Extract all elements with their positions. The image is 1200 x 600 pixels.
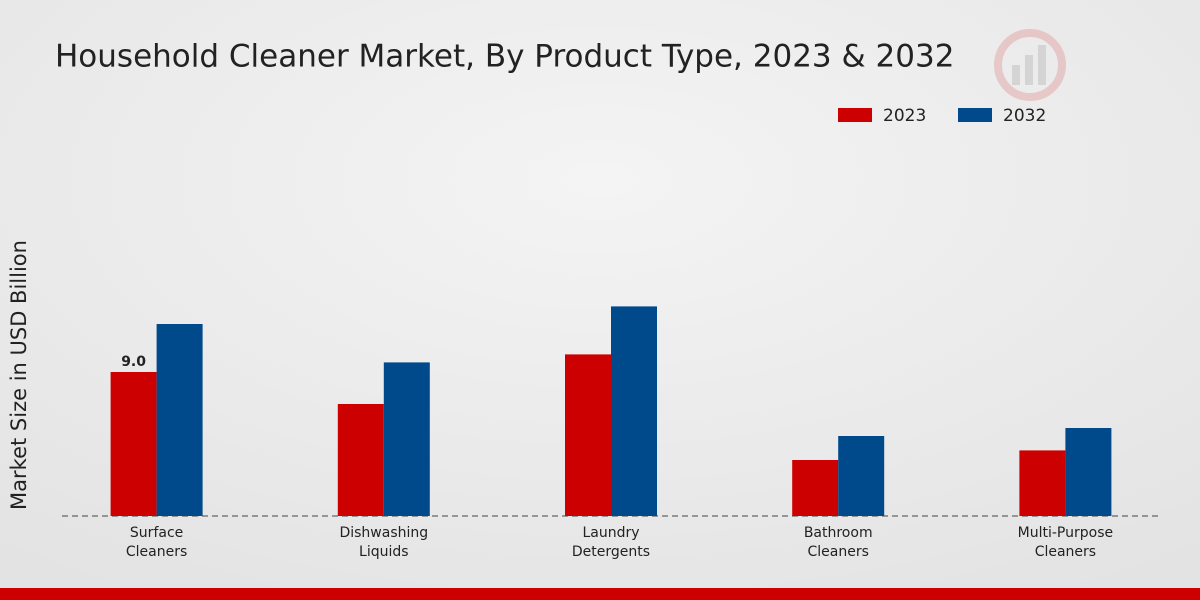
legend-swatch [958, 108, 992, 122]
x-tick-label: Laundry Detergents [572, 525, 650, 560]
data-label: 9.0 [121, 354, 146, 370]
bar [565, 354, 611, 516]
x-tick-label: Multi-Purpose Cleaners [1018, 525, 1113, 560]
bar [611, 306, 657, 516]
bar [1019, 450, 1066, 516]
bar [110, 372, 157, 516]
chart-title: Household Cleaner Market, By Product Typ… [55, 39, 954, 75]
bar [383, 362, 430, 516]
x-tick-label: Bathroom Cleaners [804, 525, 873, 560]
bar [337, 404, 384, 516]
bar [792, 460, 839, 516]
bar [838, 436, 885, 516]
legend-swatch [838, 108, 872, 122]
legend-label: 2032 [1003, 106, 1046, 126]
footer-bar [0, 588, 1200, 600]
logo [994, 29, 1066, 101]
bar [156, 324, 203, 516]
x-tick-label: Surface Cleaners [126, 525, 187, 560]
x-tick-label: Dishwashing Liquids [339, 525, 428, 560]
legend-label: 2023 [883, 106, 926, 126]
bar [1065, 428, 1112, 516]
y-axis-label: Market Size in USD Billion [7, 240, 31, 510]
